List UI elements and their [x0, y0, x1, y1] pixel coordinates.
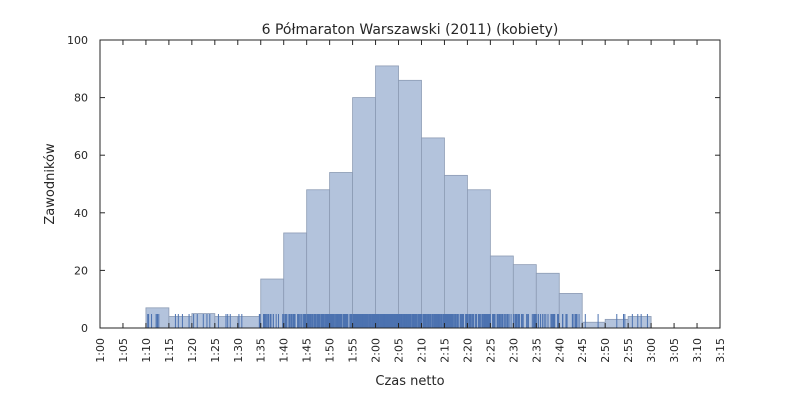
histogram-bar	[398, 79, 422, 329]
x-tick-label: 1:30	[232, 338, 245, 363]
chart-title: 6 Półmaraton Warszawski (2011) (kobiety)	[262, 22, 559, 38]
x-tick-label: 2:20	[461, 338, 474, 363]
y-axis-label: Zawodników	[43, 143, 58, 225]
histogram-bar	[283, 232, 308, 329]
x-tick-label: 1:40	[278, 338, 291, 363]
x-tick-label: 1:45	[301, 338, 314, 363]
x-axis: 1:00 1:05 1:10 1:15 1:20 1:25 1:30 1:35 1:40 1:45…	[94, 40, 727, 363]
y-tick-label: 60	[74, 149, 88, 162]
x-tick-label: 3:05	[668, 338, 681, 363]
histogram-bar	[237, 316, 262, 329]
histogram-bar	[421, 137, 445, 329]
plot-frame	[99, 39, 721, 329]
x-tick-label: 2:25	[484, 338, 497, 363]
x-tick-label: 2:35	[530, 338, 543, 363]
x-tick-label: 3:10	[691, 338, 704, 363]
x-tick-label: 2:40	[553, 338, 566, 363]
x-tick-label: 1:20	[186, 338, 199, 363]
x-tick-label: 1:25	[209, 338, 222, 363]
x-tick-label: 2:15	[438, 338, 451, 363]
x-tick-label: 2:50	[599, 338, 612, 363]
histogram-bar	[375, 65, 399, 329]
x-tick-label: 3:15	[714, 338, 727, 363]
x-tick-label: 1:15	[163, 338, 176, 363]
x-tick-label: 2:30	[507, 338, 520, 363]
x-tick-label: 1:05	[117, 338, 130, 363]
bars-group	[145, 65, 652, 329]
y-tick-label: 20	[74, 264, 88, 277]
histogram-bar	[306, 189, 331, 329]
x-tick-label: 2:10	[415, 338, 428, 363]
histogram-bar	[352, 97, 376, 329]
x-axis-label: Czas netto	[375, 374, 444, 389]
y-tick-label: 0	[81, 322, 88, 335]
x-tick-label: 1:55	[347, 338, 360, 363]
y-axis: 0 20 40 60 80 100	[67, 34, 720, 335]
x-tick-label: 1:10	[140, 338, 153, 363]
x-tick-label: 1:00	[94, 338, 107, 363]
rug-group	[147, 314, 648, 328]
y-tick-label: 100	[67, 34, 88, 47]
histogram-bar	[467, 189, 491, 329]
histogram-bar	[329, 172, 353, 329]
x-tick-label: 2:05	[393, 338, 406, 363]
x-tick-label: 1:50	[324, 338, 337, 363]
x-tick-label: 2:55	[622, 338, 635, 363]
x-tick-label: 1:35	[255, 338, 268, 363]
y-tick-label: 40	[74, 207, 88, 220]
histogram-bar	[168, 316, 193, 329]
x-tick-label: 3:00	[645, 338, 658, 363]
histogram-bar	[444, 174, 468, 329]
y-tick-label: 80	[74, 92, 88, 105]
x-tick-label: 2:45	[576, 338, 589, 363]
x-tick-label: 2:00	[370, 338, 383, 363]
